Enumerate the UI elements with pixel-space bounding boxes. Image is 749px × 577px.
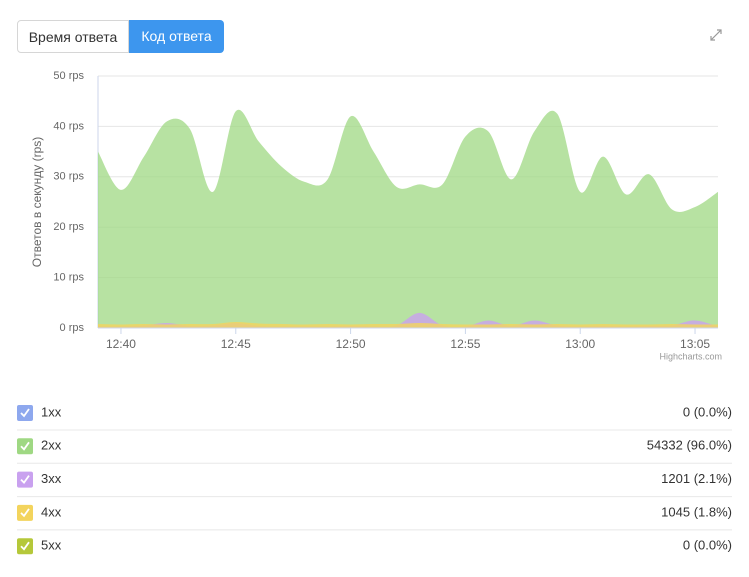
legend-name: 3xx: [41, 471, 62, 486]
legend-row: 3xx 1201 (2.1%): [17, 471, 732, 498]
legend-checkbox[interactable]: [17, 471, 33, 488]
checkbox-box: [17, 405, 33, 421]
legend-row: 2xx 54332 (96.0%): [17, 438, 732, 464]
checkbox-check: [20, 541, 30, 551]
checkbox-box: [17, 438, 33, 455]
legend-name: 4xx: [41, 504, 62, 519]
legend-row: 5xx 0 (0.0%): [17, 538, 732, 555]
x-tick-label: 12:45: [221, 337, 251, 351]
credit: Highcharts.com: [659, 351, 722, 361]
x-tick-label: 12:50: [336, 337, 366, 351]
y-axis-label: Ответов в секунду (rps): [30, 137, 44, 267]
area: [98, 109, 718, 328]
y-tick-label: 50 rps: [53, 70, 84, 82]
tab-active[interactable]: Код ответа: [129, 20, 224, 53]
legend-checkbox[interactable]: [17, 405, 33, 421]
x-tick-label: 12:40: [106, 337, 136, 351]
y-tick-label: 0 rps: [60, 322, 85, 334]
x-tick-label: 12:55: [450, 337, 480, 351]
legend-checkbox[interactable]: [17, 438, 33, 455]
checkbox-check: [20, 441, 30, 451]
legend-total: 0 (0.0%): [683, 404, 732, 419]
legend-row: 1xx 0 (0.0%): [17, 404, 732, 431]
checkbox-box: [17, 538, 33, 555]
tab[interactable]: Время ответа: [17, 20, 129, 53]
legend-row: 4xx 1045 (1.8%): [17, 504, 732, 531]
legend-total: 1045 (1.8%): [661, 504, 732, 519]
legend-checkbox[interactable]: [17, 538, 33, 555]
expand-icon[interactable]: [710, 29, 722, 41]
area: [98, 321, 718, 328]
checkbox-box: [17, 471, 33, 488]
checkbox-check: [20, 508, 30, 518]
checkbox-box: [17, 504, 33, 521]
legend-name: 5xx: [41, 538, 62, 553]
x-tick-label: 13:05: [680, 337, 710, 351]
legend-checkbox[interactable]: [17, 504, 33, 521]
y-tick-label: 40 rps: [53, 120, 84, 132]
legend-total: 0 (0.0%): [683, 538, 732, 553]
legend-name: 1xx: [41, 404, 62, 419]
y-tick-label: 30 rps: [53, 171, 84, 183]
y-tick-label: 20 rps: [53, 221, 84, 233]
legend-total: 1201 (2.1%): [661, 471, 732, 486]
checkbox-check: [20, 475, 30, 484]
checkbox-check: [20, 408, 30, 418]
x-tick-label: 13:00: [565, 337, 595, 351]
legend-total: 54332 (96.0%): [647, 438, 732, 453]
legend-name: 2xx: [41, 438, 62, 453]
y-tick-label: 10 rps: [53, 272, 84, 284]
area: [98, 312, 718, 328]
